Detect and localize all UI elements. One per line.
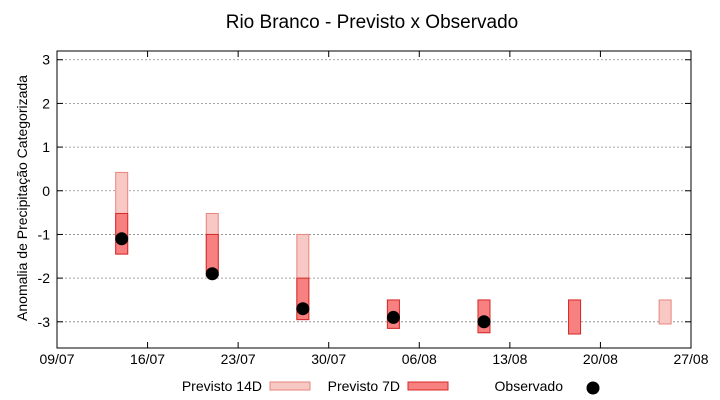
point-observado [477, 315, 491, 329]
bar-previsto-7d [568, 299, 582, 335]
x-tick-label: 30/07 [311, 351, 346, 367]
legend-marker-observado [586, 381, 600, 395]
y-tick-label: 1 [42, 139, 50, 155]
y-tick-label: 2 [42, 95, 50, 111]
x-tick-label: 09/07 [39, 351, 74, 367]
point-observado [205, 267, 219, 281]
y-tick-label: -3 [38, 314, 51, 330]
x-tick-label: 20/08 [583, 351, 618, 367]
series-previsto-7d [115, 212, 582, 335]
series-observado [115, 232, 491, 329]
x-tick-label: 27/08 [673, 351, 708, 367]
point-observado [296, 302, 310, 316]
legend-label-previsto-14d: Previsto 14D [182, 378, 262, 394]
legend-swatch-previsto-14d [269, 381, 311, 391]
point-observado [115, 232, 129, 246]
legend: Previsto 14D Previsto 7D Observado [182, 378, 600, 395]
legend-swatch-previsto-7d [407, 381, 449, 391]
y-tick-label: -1 [38, 226, 51, 242]
y-axis: -3 -2 -1 0 1 2 3 [38, 52, 691, 330]
plot-frame [56, 50, 692, 349]
y-tick-label: 0 [42, 183, 50, 199]
y-tick-label: -2 [38, 270, 51, 286]
grid-lines [57, 59, 691, 323]
bar-previsto-14d [658, 299, 672, 325]
x-tick-label: 13/08 [492, 351, 527, 367]
y-tick-label: 3 [42, 52, 50, 68]
x-tick-label: 06/08 [402, 351, 437, 367]
chart-title: Rio Branco - Previsto x Observado [226, 12, 519, 33]
x-axis: 09/07 16/07 23/07 30/07 06/08 13/08 20/08 27/08 [39, 51, 709, 367]
legend-label-observado: Observado [495, 378, 564, 394]
legend-label-previsto-7d: Previsto 7D [328, 378, 400, 394]
point-observado [386, 310, 400, 324]
x-tick-label: 16/07 [130, 351, 165, 367]
y-axis-label: Anomalia de Precipitação Categorizada [14, 75, 30, 321]
x-tick-label: 23/07 [221, 351, 256, 367]
